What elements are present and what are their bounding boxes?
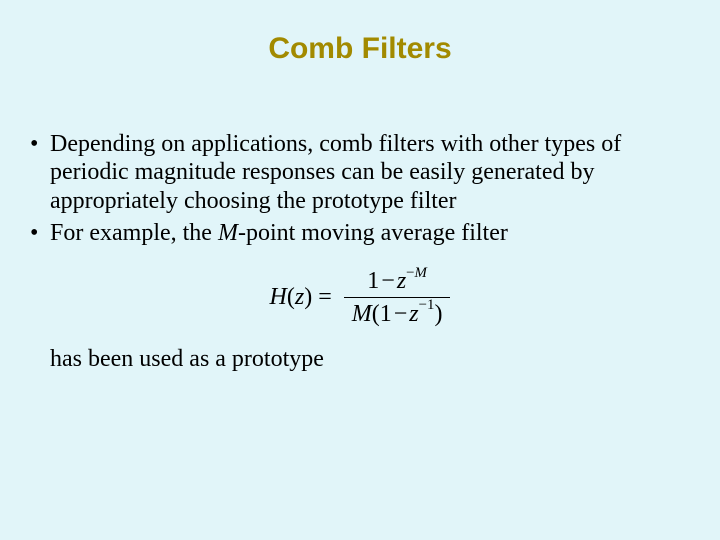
bullet-text-italic: M bbox=[218, 220, 238, 246]
formula-arg: z bbox=[295, 284, 304, 310]
bullet-list: Depending on applications, comb filters … bbox=[28, 130, 692, 247]
num-var: z bbox=[397, 268, 406, 294]
formula-block: H(z) = 1−z−M M(1−z−1) bbox=[28, 267, 692, 327]
den-M: M bbox=[352, 301, 372, 327]
num-minus: − bbox=[379, 268, 397, 294]
bullet-text-prefix: For example, the bbox=[50, 220, 218, 246]
num-exp-var: M bbox=[415, 265, 427, 281]
bullet-text: Depending on applications, comb filters … bbox=[50, 131, 621, 214]
slide-title: Comb Filters bbox=[28, 32, 692, 66]
den-open: (1 bbox=[372, 301, 392, 327]
formula-func: H bbox=[270, 284, 287, 310]
bullet-item: For example, the M-point moving average … bbox=[28, 219, 692, 247]
formula-paren-open: ( bbox=[287, 284, 295, 310]
num-exp-minus: − bbox=[406, 265, 414, 281]
bullet-item: Depending on applications, comb filters … bbox=[28, 130, 692, 215]
slide: Comb Filters Depending on applications, … bbox=[0, 0, 720, 540]
formula-fraction: 1−z−M M(1−z−1) bbox=[344, 267, 451, 327]
bullet-text-suffix: -point moving average filter bbox=[238, 220, 508, 246]
formula-numerator: 1−z−M bbox=[359, 267, 435, 294]
formula: H(z) = 1−z−M M(1−z−1) bbox=[270, 267, 451, 327]
num-one: 1 bbox=[367, 268, 379, 294]
formula-paren-close: ) bbox=[304, 284, 312, 310]
den-close: ) bbox=[434, 301, 442, 327]
formula-lhs: H(z) bbox=[270, 284, 313, 311]
num-exp: −M bbox=[406, 265, 427, 281]
den-exp: −1 bbox=[419, 297, 435, 313]
formula-eq: = bbox=[318, 284, 332, 311]
den-var: z bbox=[409, 301, 418, 327]
fraction-bar bbox=[344, 297, 451, 298]
den-minus: − bbox=[392, 301, 410, 327]
formula-denominator: M(1−z−1) bbox=[344, 300, 451, 327]
closing-text: has been used as a prototype bbox=[28, 345, 692, 373]
